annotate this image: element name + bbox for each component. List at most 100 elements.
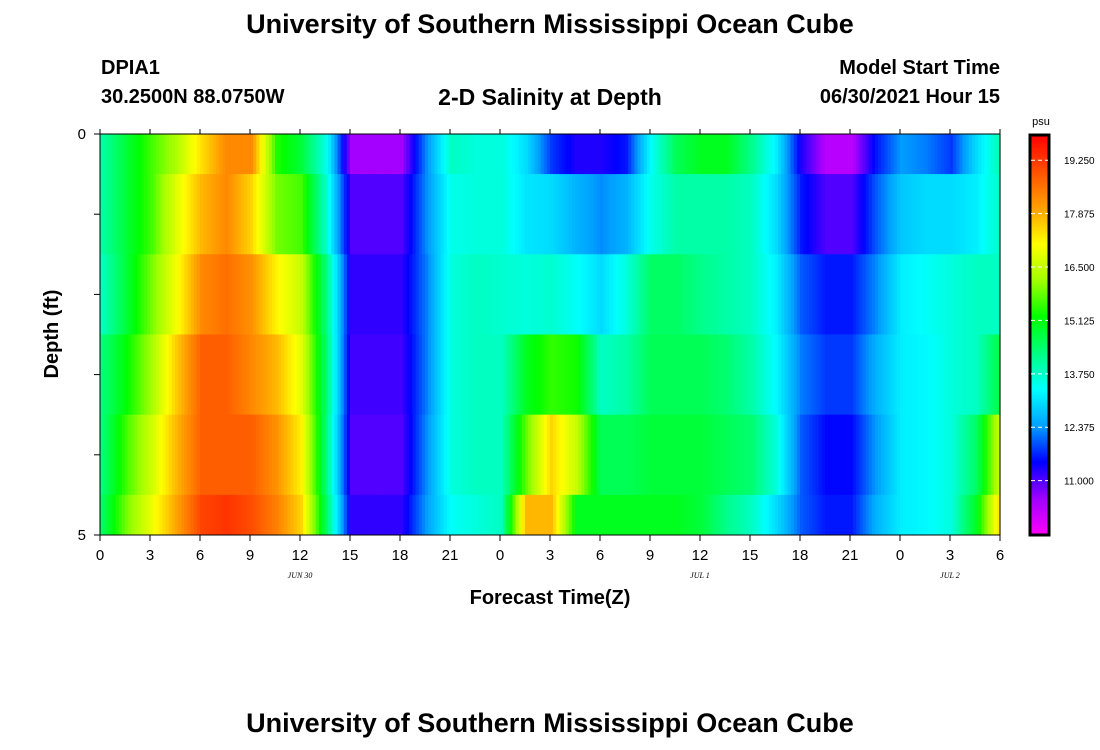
heatmap-cell: [400, 254, 404, 335]
heatmap-cell: [709, 174, 714, 255]
heatmap-cell: [743, 494, 748, 536]
heatmap-cell: [668, 254, 673, 335]
heatmap-cell: [975, 134, 979, 175]
heatmap-cell: [453, 494, 457, 536]
heatmap-cell: [696, 414, 701, 496]
heatmap-cell: [387, 254, 392, 335]
heatmap-cell: [921, 254, 926, 335]
heatmap-cell: [184, 254, 189, 335]
heatmap-cell: [612, 174, 617, 255]
heatmap-cell: [771, 174, 776, 255]
heatmap-cell: [231, 494, 235, 536]
heatmap-cell: [846, 254, 851, 335]
heatmap-cell: [650, 174, 654, 255]
heatmap-cell: [968, 414, 973, 496]
heatmap-cell: [484, 334, 489, 416]
heatmap-cell: [468, 254, 473, 335]
heatmap-cell: [706, 414, 710, 496]
heatmap-cell: [959, 414, 964, 496]
heatmap-cell: [225, 494, 229, 536]
heatmap-cell: [631, 494, 635, 536]
heatmap-cell: [953, 334, 957, 416]
heatmap-cell: [578, 414, 582, 496]
heatmap-cell: [331, 494, 335, 536]
heatmap-cell: [306, 494, 310, 536]
heatmap-cell: [471, 254, 476, 335]
heatmap-cell: [556, 414, 560, 496]
heatmap-cell: [721, 414, 726, 496]
heatmap-cell: [803, 334, 807, 416]
heatmap-cell: [975, 334, 979, 416]
heatmap-cell: [968, 334, 973, 416]
heatmap-cell: [756, 134, 760, 175]
heatmap-cell: [103, 134, 107, 175]
heatmap-cell: [987, 174, 992, 255]
heatmap-cell: [268, 254, 273, 335]
heatmap-cell: [953, 494, 957, 536]
x-tick-label: 0: [96, 547, 104, 564]
heatmap-cell: [987, 334, 992, 416]
heatmap-cell: [415, 414, 420, 496]
heatmap-cell: [112, 254, 117, 335]
heatmap-cell: [909, 334, 914, 416]
colorbar: psu 19.25017.87516.50015.12513.75012.375…: [1028, 116, 1095, 537]
heatmap-cell: [465, 174, 470, 255]
heatmap-cell: [603, 134, 607, 175]
heatmap-cell: [125, 174, 129, 255]
heatmap-cell: [243, 254, 248, 335]
heatmap-cell: [884, 414, 889, 496]
heatmap-cell: [725, 174, 729, 255]
heatmap-cell: [493, 494, 498, 536]
heatmap-cell: [625, 134, 629, 175]
heatmap-cell: [984, 254, 989, 335]
heatmap-cell: [990, 414, 995, 496]
heatmap-cell: [250, 494, 254, 536]
heatmap-cell: [543, 414, 548, 496]
heatmap-cell: [706, 174, 710, 255]
heatmap-cell: [253, 174, 257, 255]
heatmap-cell: [165, 254, 170, 335]
heatmap-cell: [931, 174, 935, 255]
heatmap-cell: [556, 494, 560, 536]
x-tick-label: 6: [596, 547, 604, 564]
heatmap-cell: [262, 174, 267, 255]
heatmap-cell: [643, 174, 648, 255]
heatmap-cell: [678, 334, 682, 416]
heatmap-cell: [959, 334, 964, 416]
heatmap-cell: [334, 254, 339, 335]
heatmap-cell: [181, 174, 185, 255]
heatmap-cell: [428, 334, 432, 416]
heatmap-cell: [521, 334, 526, 416]
heatmap-cell: [496, 494, 501, 536]
heatmap-cell: [709, 254, 714, 335]
heatmap-cell: [587, 174, 592, 255]
heatmap-cell: [915, 494, 920, 536]
heatmap-cell: [934, 134, 939, 175]
heatmap-cell: [809, 414, 814, 496]
heatmap-cell: [228, 134, 232, 175]
x-tick-label: 21: [442, 547, 459, 564]
heatmap-cell: [540, 334, 545, 416]
heatmap-cell: [393, 174, 398, 255]
heatmap-cell: [678, 254, 682, 335]
heatmap-cell: [590, 334, 595, 416]
heatmap-cell: [646, 134, 651, 175]
heatmap-cell: [953, 134, 957, 175]
heatmap-cell: [718, 254, 723, 335]
heatmap-cell: [753, 494, 757, 536]
heatmap-cell: [568, 254, 573, 335]
heatmap-cell: [587, 494, 592, 536]
heatmap-cell: [221, 134, 226, 175]
heatmap-cell: [675, 414, 679, 496]
heatmap-cell: [659, 414, 664, 496]
heatmap-cell: [865, 134, 870, 175]
heatmap-cell: [531, 494, 535, 536]
heatmap-cell: [959, 134, 964, 175]
heatmap-cell: [165, 414, 170, 496]
heatmap-cell: [840, 494, 845, 536]
heatmap-cell: [459, 134, 464, 175]
heatmap-cell: [834, 334, 839, 416]
heatmap-cell: [346, 414, 351, 496]
heatmap-cell: [812, 134, 817, 175]
station-coordinates: 30.2500N 88.0750W: [101, 86, 285, 108]
